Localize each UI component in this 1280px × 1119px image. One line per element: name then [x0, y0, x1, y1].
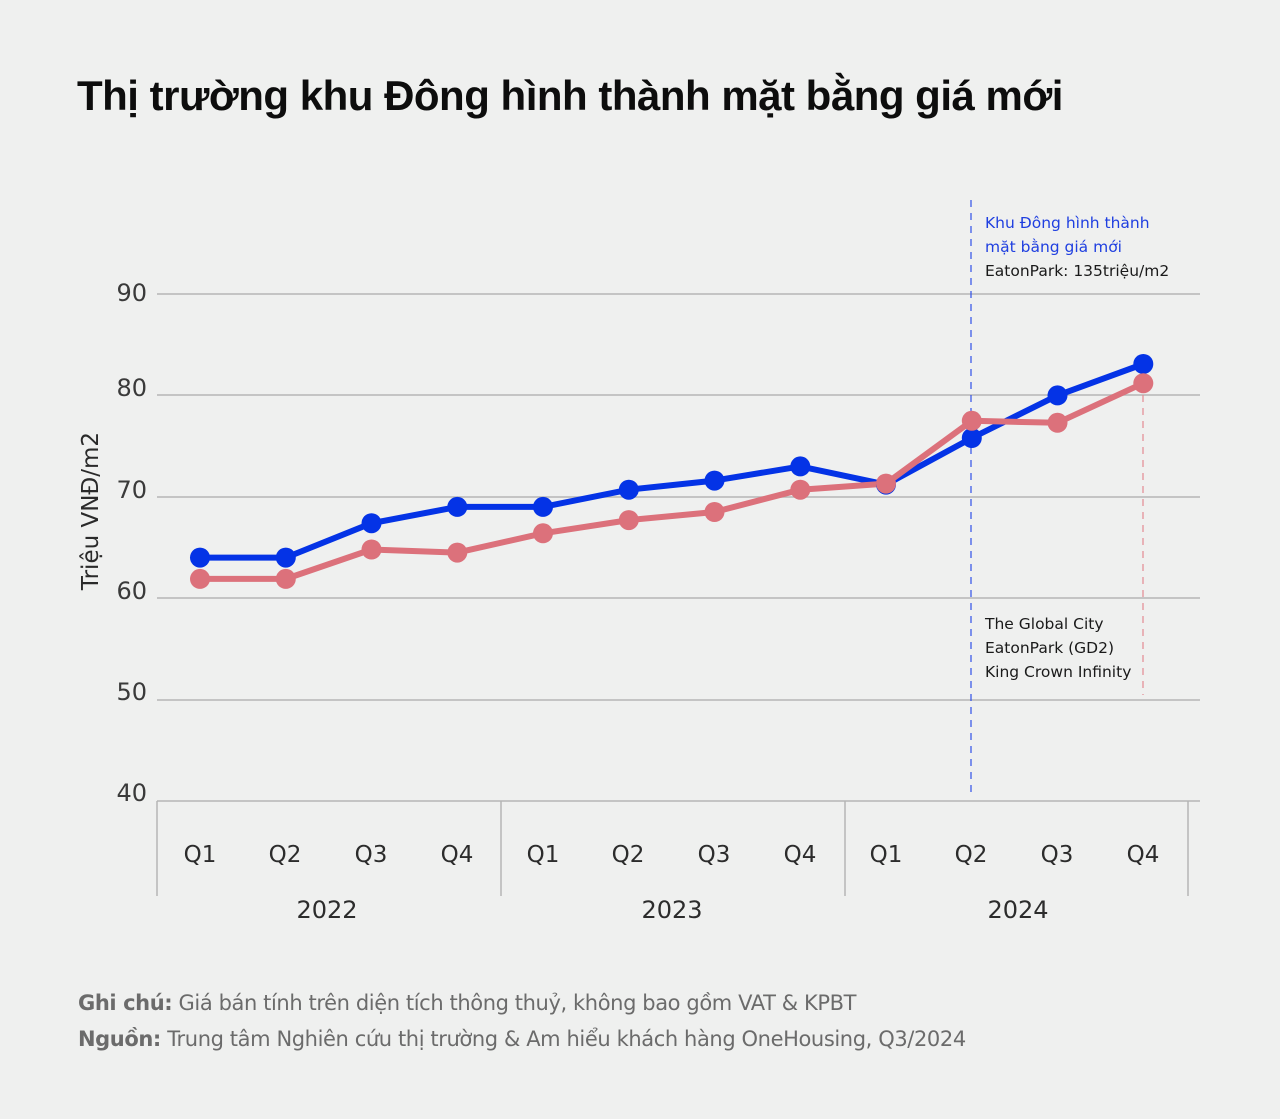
y-tick: 40	[116, 779, 147, 807]
y-tick: 50	[116, 678, 147, 706]
x-tick: Q4	[1127, 842, 1160, 868]
note-text: Giá bán tính trên diện tích thông thuỷ, …	[172, 991, 857, 1015]
annotation-top-line3: EatonPark: 135triệu/m2	[985, 262, 1169, 280]
data-point-pink	[876, 473, 896, 494]
note-label: Ghi chú:	[78, 991, 173, 1015]
series-line-blue	[200, 361, 1145, 561]
x-tick: Q3	[355, 842, 388, 868]
y-tick: 80	[116, 374, 147, 402]
x-tick: Q1	[527, 842, 560, 868]
chart-title: Thị trường khu Đông hình thành mặt bằng …	[77, 72, 1063, 119]
y-tick: 70	[116, 476, 147, 504]
year-label: 2024	[987, 896, 1048, 924]
data-point-pink	[704, 502, 725, 522]
data-point-blue	[361, 513, 382, 534]
data-point-blue	[704, 470, 725, 491]
y-axis-ticks: 90 80 70 60 50 40	[116, 279, 147, 807]
x-axis-year-labels: 2022 2023 2024	[296, 896, 1048, 924]
data-point-pink	[618, 510, 639, 531]
data-point-blue	[447, 496, 468, 517]
y-tick: 90	[116, 279, 147, 307]
series-layer	[190, 354, 1154, 589]
annotation-bottom-line1: The Global City	[984, 615, 1104, 633]
data-point-blue	[618, 479, 639, 500]
annotation-top-line2: mặt bằng giá mới	[985, 238, 1122, 256]
data-point-pink	[447, 542, 468, 563]
x-tick: Q3	[1041, 842, 1074, 868]
data-point-blue	[190, 547, 210, 568]
annotation-top-line1: Khu Đông hình thành	[985, 214, 1150, 232]
x-axis-quarter-labels: Q1 Q2 Q3 Q4 Q1 Q2 Q3 Q4 Q1 Q2 Q3 Q4	[184, 842, 1160, 868]
source-text: Trung tâm Nghiên cứu thị trường & Am hiể…	[160, 1027, 966, 1051]
annotation-bottom: The Global City EatonPark (GD2) King Cro…	[984, 615, 1131, 681]
footer-source: Nguồn: Trung tâm Nghiên cứu thị trường &…	[78, 1027, 966, 1051]
x-axis-group-separators	[156, 801, 1189, 896]
x-tick: Q2	[612, 842, 645, 868]
data-point-blue	[790, 456, 811, 477]
x-tick: Q3	[698, 842, 731, 868]
series-line-pink	[200, 380, 1145, 582]
grid-lines	[157, 293, 1200, 802]
data-point-blue	[1133, 354, 1154, 374]
data-point-pink	[275, 568, 296, 589]
annotation-bottom-line2: EatonPark (GD2)	[985, 639, 1114, 657]
data-point-pink	[361, 539, 382, 560]
data-point-blue	[275, 547, 296, 568]
data-point-pink	[533, 523, 553, 544]
data-point-pink	[1133, 373, 1154, 394]
data-point-blue	[1047, 385, 1068, 406]
data-point-pink	[190, 568, 210, 589]
year-label: 2022	[296, 896, 357, 924]
y-axis-label: Triệu VNĐ/m2	[78, 432, 104, 591]
annotation-top: Khu Đông hình thành mặt bằng giá mới Eat…	[985, 214, 1169, 280]
footer-note: Ghi chú: Giá bán tính trên diện tích thô…	[78, 991, 856, 1015]
x-tick: Q4	[784, 842, 817, 868]
data-point-pink	[1047, 412, 1068, 433]
year-label: 2023	[641, 896, 702, 924]
source-label: Nguồn:	[78, 1027, 161, 1051]
x-tick: Q4	[441, 842, 474, 868]
data-point-pink	[961, 410, 982, 431]
data-point-pink	[790, 479, 811, 500]
y-tick: 60	[116, 577, 147, 605]
data-point-blue	[961, 428, 982, 448]
annotation-bottom-line3: King Crown Infinity	[985, 663, 1131, 681]
x-tick: Q1	[184, 842, 217, 868]
x-tick: Q1	[870, 842, 903, 868]
x-tick: Q2	[269, 842, 302, 868]
data-point-blue	[533, 496, 553, 517]
x-tick: Q2	[955, 842, 988, 868]
